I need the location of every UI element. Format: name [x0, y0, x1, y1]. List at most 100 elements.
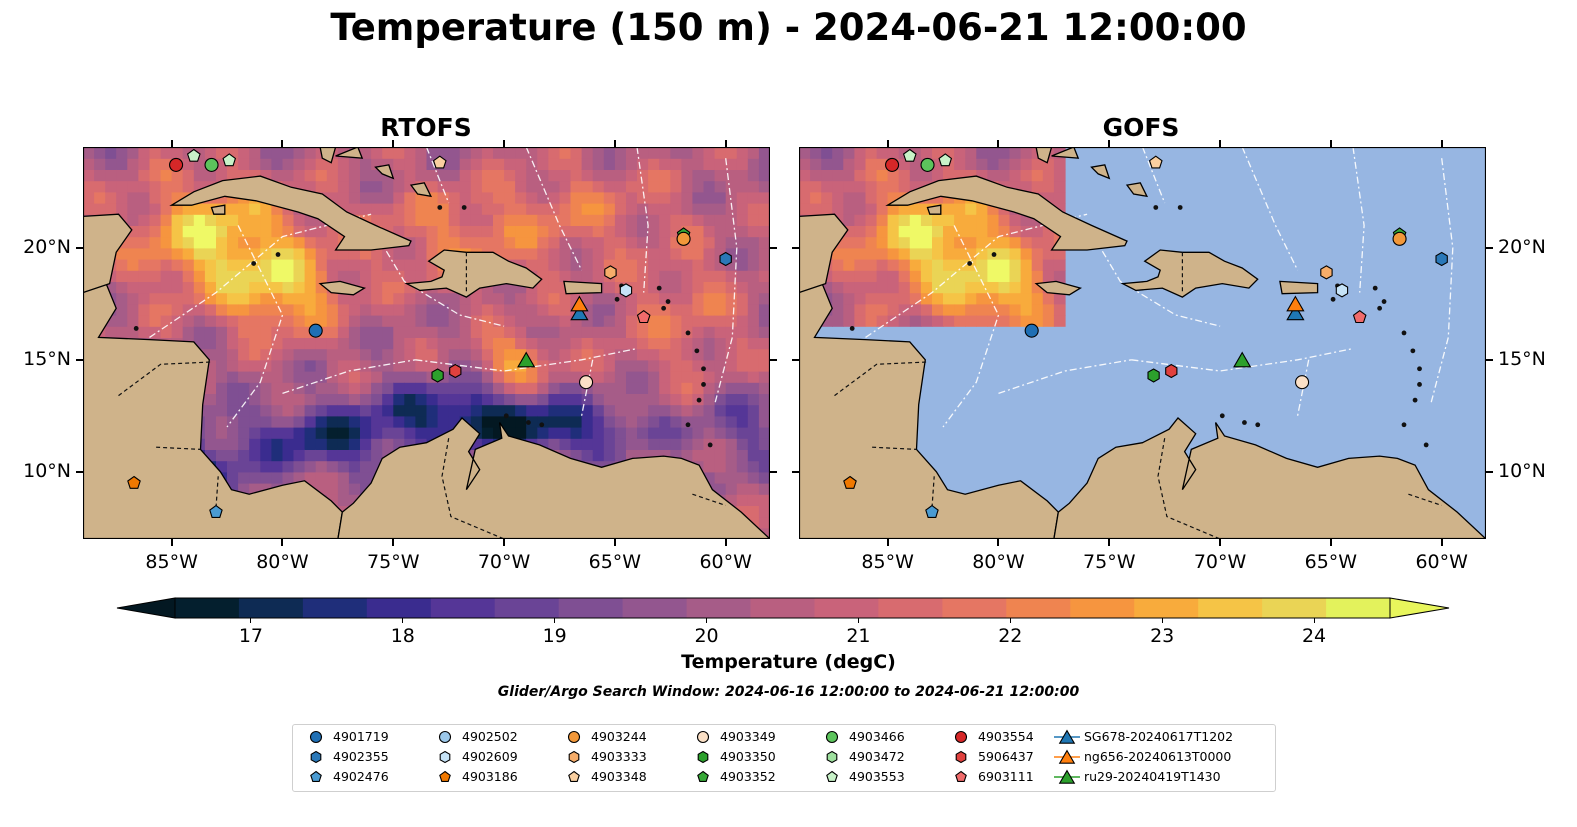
- legend-marker: [568, 770, 580, 782]
- tick-mark: [792, 358, 799, 361]
- gofs-glider-marker-1: [1286, 295, 1305, 312]
- gofs-float-marker-5: [1024, 323, 1039, 338]
- tick-mark: [886, 140, 889, 147]
- tick-mark: [1108, 140, 1111, 147]
- rtofs-float-marker-5: [308, 323, 323, 338]
- legend-label: 4903333: [591, 749, 647, 764]
- tick-mark: [1440, 539, 1443, 546]
- gofs-float-marker-8: [1295, 375, 1310, 390]
- circle-marker-icon: [309, 730, 323, 744]
- legend-label: 6903111: [978, 769, 1034, 784]
- colorbar-segment: [622, 598, 687, 618]
- tick-mark: [724, 539, 727, 546]
- rtofs-float-marker-16: [209, 504, 223, 518]
- legend-label: 4903348: [591, 769, 647, 784]
- x-tick-label: 70°W: [477, 551, 531, 573]
- legend-marker: [309, 730, 323, 744]
- pentagon-marker-icon: [310, 770, 322, 782]
- rtofs-float-marker-0: [169, 157, 184, 172]
- legend-marker: [697, 770, 709, 782]
- y-tick-label: 15°N: [23, 347, 71, 370]
- legend-marker: [1058, 749, 1076, 764]
- gofs-float-marker-7: [1165, 363, 1178, 379]
- colorbar-tick-label: 24: [1301, 625, 1327, 647]
- gofs-float-marker-3: [938, 153, 953, 167]
- legend-marker: [826, 750, 838, 764]
- colorbar-tick-mark: [1009, 618, 1011, 623]
- gofs-float-marker-4: [1148, 155, 1163, 169]
- tick-mark: [997, 539, 1000, 546]
- hexagon-marker-icon: [310, 750, 322, 764]
- colorbar-segment: [302, 598, 368, 618]
- gofs-map: [799, 147, 1486, 539]
- colorbar-tick-mark: [857, 618, 859, 623]
- pentagon-marker-icon: [697, 770, 709, 782]
- rtofs-glider-marker-1: [570, 295, 589, 312]
- pentagon-marker-icon: [439, 770, 451, 782]
- triangle-marker-icon: [1054, 749, 1080, 764]
- legend-marker: [567, 730, 581, 744]
- gofs-float-marker-13: [1392, 231, 1407, 246]
- colorbar-tick-mark: [402, 618, 404, 623]
- legend-marker: [310, 750, 322, 764]
- x-tick-label: 80°W: [256, 551, 309, 573]
- country-borders: [118, 252, 726, 539]
- tick-mark: [1486, 358, 1493, 361]
- x-tick-label: 70°W: [1193, 551, 1247, 573]
- rtofs-map: [83, 147, 770, 539]
- legend-label: 5906437: [978, 749, 1034, 764]
- tick-mark: [770, 470, 777, 473]
- legend-label: 4903554: [978, 729, 1034, 744]
- gofs-float-marker-14: [1435, 251, 1448, 267]
- tick-mark: [170, 140, 173, 147]
- tick-mark: [1440, 140, 1443, 147]
- x-tick-label: 65°W: [1304, 551, 1358, 573]
- legend-label: 4903352: [720, 769, 776, 784]
- hexagon-marker-icon: [955, 750, 967, 764]
- tick-mark: [281, 539, 284, 546]
- x-tick-label: 85°W: [145, 551, 198, 573]
- land: [799, 147, 1486, 539]
- legend-label: 4902355: [333, 749, 389, 764]
- rtofs-float-marker-7: [449, 363, 462, 379]
- tick-mark: [76, 246, 83, 249]
- gofs-float-marker-9: [1320, 265, 1333, 280]
- map-frame: [799, 147, 1486, 539]
- search-window-note: Glider/Argo Search Window: 2024-06-16 12…: [497, 684, 1080, 700]
- colorbar-tick-label: 18: [390, 625, 415, 647]
- rtofs-glider-marker-2: [517, 351, 536, 368]
- gofs-float-marker-0: [885, 157, 900, 172]
- legend-marker: [438, 730, 452, 744]
- colorbar-segment: [686, 598, 751, 618]
- x-tick-label: 80°W: [972, 551, 1025, 573]
- legend-label: 4902502: [462, 729, 518, 744]
- x-tick-label: 75°W: [367, 551, 420, 573]
- colorbar-segment: [942, 598, 1007, 618]
- colorbar: [116, 597, 1450, 619]
- tick-mark: [503, 140, 506, 147]
- y-tick-label: 10°N: [23, 459, 71, 482]
- gofs-float-marker-6: [1147, 368, 1160, 383]
- colorbar-tick-label: 20: [694, 625, 719, 647]
- panel-title-gofs: GOFS: [1102, 113, 1180, 142]
- gofs-glider-marker-0: [1286, 304, 1305, 321]
- colorbar-segment: [175, 598, 240, 618]
- tick-mark: [1486, 470, 1493, 473]
- legend-label: ng656-20240613T0000: [1084, 749, 1232, 764]
- tick-mark: [886, 539, 889, 546]
- legend-label: 4901719: [333, 729, 389, 744]
- colorbar-tick-label: 19: [542, 625, 567, 647]
- colorbar-segment: [1262, 598, 1327, 618]
- colorbar-label: Temperature (degC): [681, 651, 896, 673]
- colorbar-segment: [1006, 598, 1071, 618]
- tick-mark: [392, 140, 395, 147]
- y-tick-label: 20°N: [1498, 235, 1546, 258]
- legend-label: 4903553: [849, 769, 905, 784]
- circle-marker-icon: [438, 730, 452, 744]
- circle-marker-icon: [567, 730, 581, 744]
- y-tick-label: 15°N: [1498, 347, 1546, 370]
- tick-mark: [1108, 539, 1111, 546]
- colorbar-tick-mark: [706, 618, 708, 623]
- rtofs-float-marker-2: [204, 157, 219, 172]
- colorbar-segment: [750, 598, 815, 618]
